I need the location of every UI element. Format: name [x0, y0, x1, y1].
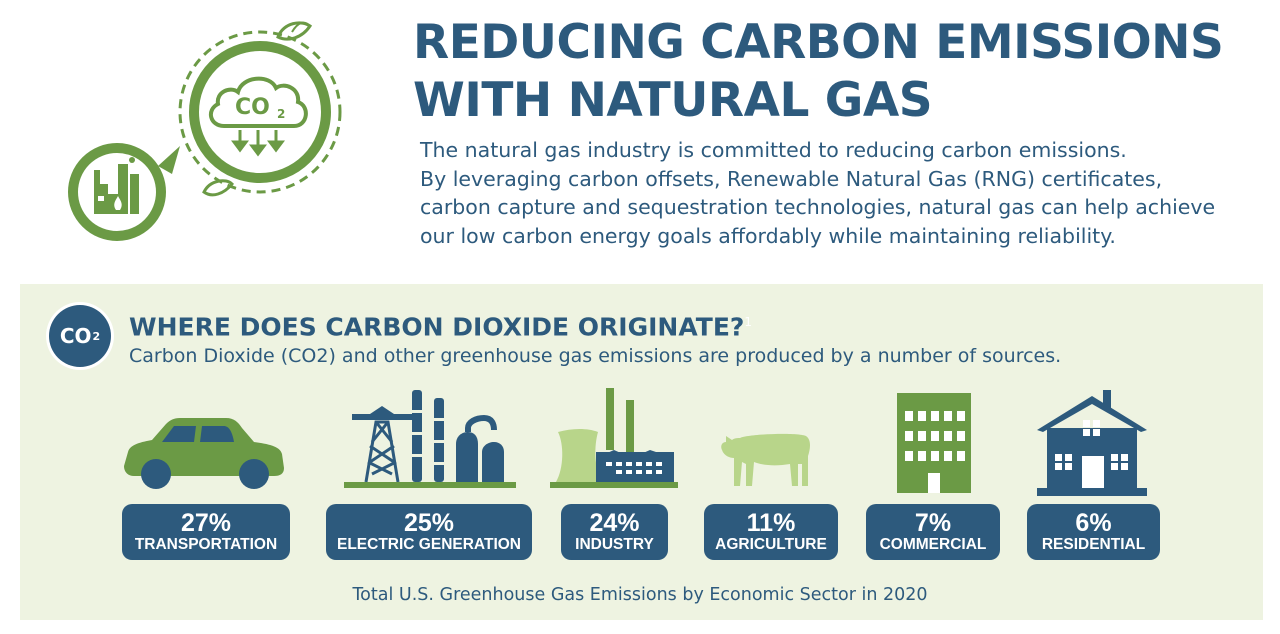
sector-percent: 7% [914, 509, 952, 537]
cow-icon [721, 433, 810, 486]
intro-paragraph: The natural gas industry is committed to… [420, 136, 1250, 250]
house-icon [1037, 390, 1147, 496]
car-icon [124, 418, 284, 489]
factory-icon [550, 388, 678, 488]
co2-badge-icon: CO 2 [49, 305, 111, 367]
intro-line-2: By leveraging carbon offsets, Renewable … [420, 166, 1163, 191]
sector-commercial: 7% COMMERCIAL [866, 504, 1000, 560]
page-title: REDUCING CARBON EMISSIONS WITH NATURAL G… [413, 14, 1273, 130]
sector-label: RESIDENTIAL [1041, 536, 1146, 553]
co2-reduction-logo: CO 2 [40, 10, 350, 255]
sector-residential: 6% RESIDENTIAL [1027, 504, 1160, 560]
sector-transportation: 27% TRANSPORTATION [122, 504, 290, 560]
sector-industry: 24% INDUSTRY [561, 504, 668, 560]
sector-label: AGRICULTURE [715, 536, 827, 553]
svg-text:2: 2 [277, 107, 285, 121]
sector-label: ELECTRIC GENERATION [337, 536, 521, 553]
chart-caption: Total U.S. Greenhouse Gas Emissions by E… [352, 585, 928, 605]
page-title-line-1: REDUCING CARBON EMISSIONS [413, 15, 1224, 70]
sector-percent: 24% [589, 509, 640, 537]
office-building-icon [897, 393, 971, 493]
section-subtitle: Carbon Dioxide (CO2) and other greenhous… [129, 345, 1062, 367]
intro-line-4: our low carbon energy goals affordably w… [420, 223, 1116, 248]
sector-label: TRANSPORTATION [134, 536, 278, 553]
section-title: WHERE DOES CARBON DIOXIDE ORIGINATE?1 [129, 312, 753, 342]
sector-label: INDUSTRY [575, 536, 654, 553]
sector-agriculture: 11% AGRICULTURE [704, 504, 838, 560]
sector-percent: 25% [403, 509, 455, 537]
sector-percent: 27% [180, 509, 232, 537]
sector-percent: 11% [746, 509, 796, 537]
intro-line-3: carbon capture and sequestration technol… [420, 195, 1216, 219]
intro-line-1: The natural gas industry is committed to… [420, 138, 1127, 162]
cloud-co2-label: CO [235, 95, 270, 120]
power-plant-icon [344, 390, 516, 488]
footnote-marker: 1 [744, 315, 753, 329]
sector-label: COMMERCIAL [879, 536, 987, 553]
sector-electric-generation: 25% ELECTRIC GENERATION [326, 504, 532, 560]
sector-percent: 6% [1075, 509, 1112, 537]
page-title-line-2: WITH NATURAL GAS [413, 73, 933, 128]
